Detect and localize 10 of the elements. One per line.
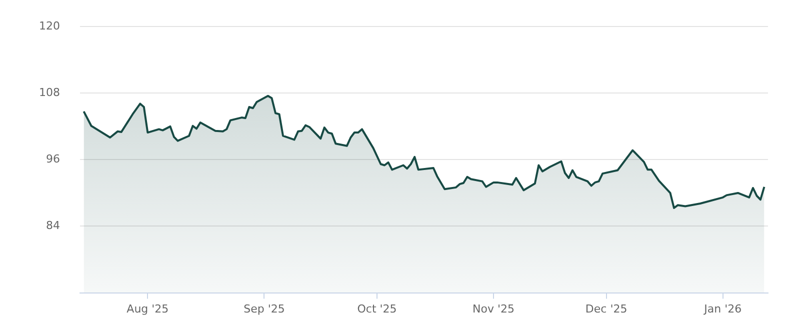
y-tick-label: 96 bbox=[46, 152, 60, 166]
y-tick-label: 84 bbox=[46, 219, 60, 232]
y-tick-label: 120 bbox=[39, 19, 60, 32]
x-tick-label: Sep '25 bbox=[244, 302, 285, 316]
x-tick-label: Aug '25 bbox=[126, 302, 169, 316]
y-tick-label: 108 bbox=[39, 86, 60, 100]
x-tick-label: Nov '25 bbox=[472, 302, 515, 316]
x-tick-label: Jan '26 bbox=[703, 302, 742, 316]
x-tick-label: Dec '25 bbox=[585, 302, 628, 316]
x-tick-label: Oct '25 bbox=[357, 302, 397, 316]
